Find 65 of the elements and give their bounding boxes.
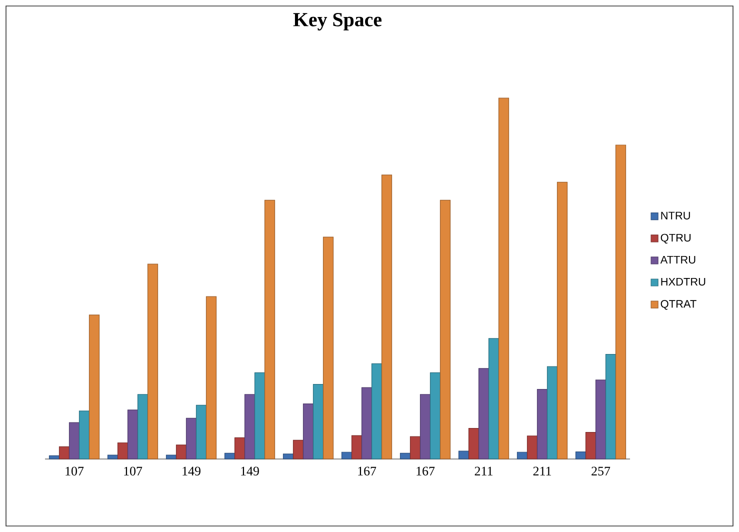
bar bbox=[605, 354, 616, 460]
legend-label: NTRU bbox=[661, 212, 690, 220]
legend-label: QTRU bbox=[660, 234, 691, 244]
bar bbox=[516, 452, 528, 460]
bar bbox=[176, 444, 187, 460]
bar bbox=[107, 454, 118, 460]
bar bbox=[48, 455, 60, 460]
bar bbox=[147, 264, 158, 460]
bar bbox=[254, 372, 266, 460]
bar bbox=[234, 437, 246, 460]
x-tick-label: 149 bbox=[182, 466, 200, 476]
bar bbox=[371, 363, 382, 460]
bar bbox=[585, 432, 596, 460]
bar bbox=[224, 452, 236, 460]
bar bbox=[341, 452, 352, 460]
bar bbox=[264, 200, 276, 460]
bar bbox=[88, 314, 100, 460]
x-tick-label: 257 bbox=[592, 466, 610, 476]
bar bbox=[381, 174, 392, 460]
bar bbox=[458, 450, 470, 460]
bar bbox=[127, 410, 138, 460]
bar bbox=[468, 428, 480, 460]
bar bbox=[322, 236, 334, 460]
bar bbox=[68, 422, 80, 460]
bar bbox=[292, 440, 304, 460]
x-tick-label: 149 bbox=[241, 466, 259, 476]
bar bbox=[478, 368, 490, 460]
bar bbox=[186, 418, 197, 460]
x-tick-label: 167 bbox=[358, 466, 376, 476]
legend-label: ATTRU bbox=[660, 256, 696, 264]
bar bbox=[282, 454, 294, 460]
chart-title: Key Space bbox=[293, 13, 382, 30]
bar bbox=[498, 98, 510, 460]
bar bbox=[536, 389, 548, 460]
bar bbox=[196, 404, 207, 460]
bar bbox=[400, 452, 411, 460]
bar bbox=[312, 384, 324, 460]
x-tick-label: 167 bbox=[416, 466, 435, 476]
bar bbox=[137, 394, 148, 460]
bar bbox=[440, 200, 451, 460]
bar bbox=[206, 296, 217, 460]
bar bbox=[575, 451, 586, 460]
bar bbox=[556, 182, 568, 460]
bar bbox=[430, 372, 441, 460]
bar bbox=[58, 446, 70, 460]
x-tick-label: 107 bbox=[124, 466, 142, 476]
x-tick-label: 211 bbox=[533, 466, 551, 476]
bar bbox=[302, 403, 314, 460]
bar bbox=[117, 442, 128, 460]
bar bbox=[546, 366, 558, 460]
bar bbox=[361, 387, 372, 460]
bar bbox=[244, 394, 256, 460]
legend-label: HXDTRU bbox=[661, 278, 706, 286]
bar bbox=[410, 436, 421, 460]
bar bbox=[488, 338, 500, 460]
bar bbox=[595, 380, 606, 460]
bar bbox=[351, 435, 362, 460]
x-tick-label: 211 bbox=[474, 466, 492, 476]
bar bbox=[420, 394, 431, 460]
bar bbox=[526, 436, 538, 460]
bar bbox=[166, 454, 177, 460]
legend-label: QTRAT bbox=[660, 300, 696, 310]
bar bbox=[615, 144, 626, 460]
bar bbox=[78, 410, 90, 460]
x-tick-label: 107 bbox=[66, 466, 84, 476]
